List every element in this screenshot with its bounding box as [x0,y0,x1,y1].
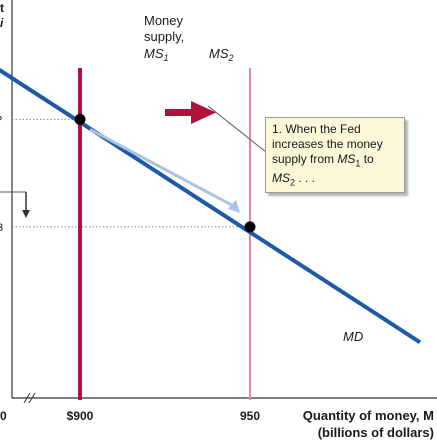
md-label: MD [343,329,363,344]
ms1-label: MS1 [144,46,169,63]
annotation-line-1: 1. When the Fed [272,122,361,136]
move-along-md-arrow [89,128,240,213]
annotation-line-3: supply from MS1 to [272,152,374,169]
md-line [0,67,422,344]
origin-label: 0 [0,409,7,423]
y-axis-label-line2: i [0,16,4,30]
y-tick-label-2: 3 [0,222,3,234]
annotation-line-4: MS2 . . . [272,171,316,188]
ms2-label: MS2 [209,46,234,63]
x-axis-title: Quantity of money, M [303,408,434,423]
callout-leader-line [207,105,267,153]
x-tick-label-900: $900 [67,409,94,423]
x-tick-label-950: 950 [240,409,260,423]
rate-down-arrow [0,191,30,218]
annotation-line-2: increases the money [272,137,383,151]
supply-header-line2: supply, [144,29,184,44]
equilibrium-point-1 [74,113,86,125]
equilibrium-point-2 [244,221,256,233]
supply-header-line1: Money [144,13,184,28]
x-axis-units: (billions of dollars) [318,425,434,440]
shift-right-arrow [165,101,216,124]
y-axis-label-line1: t [0,1,4,15]
axis-break-icon [23,392,36,404]
annotation-callout: 1. When the Fed increases the money supp… [265,117,405,193]
y-tick-label-1: ? [0,114,2,126]
